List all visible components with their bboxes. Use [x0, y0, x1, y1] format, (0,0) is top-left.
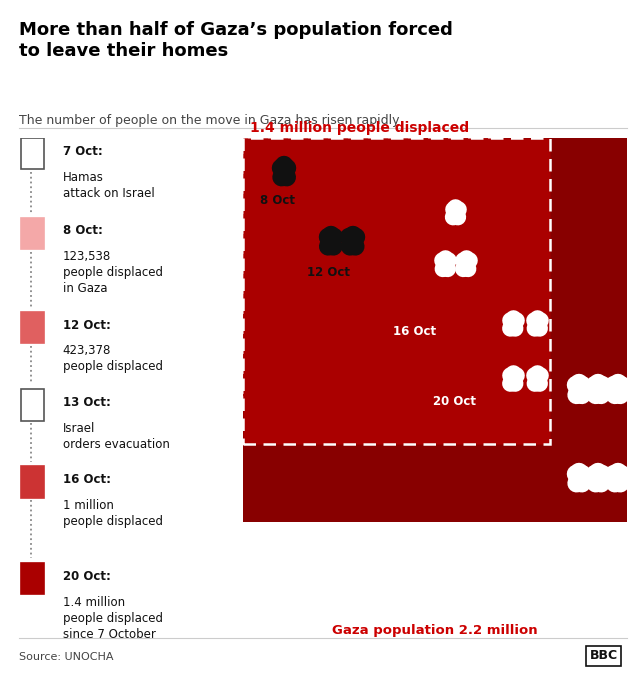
Bar	[243, 138, 412, 306]
Text: 16 Oct:: 16 Oct:	[63, 473, 111, 486]
Circle shape	[464, 254, 468, 258]
Circle shape	[454, 202, 458, 206]
Circle shape	[577, 466, 581, 471]
Circle shape	[536, 368, 539, 373]
Text: 20 Oct:: 20 Oct:	[63, 570, 111, 583]
Bar	[243, 138, 502, 397]
Bar	[21, 138, 44, 169]
Text: Source: UNOCHA: Source: UNOCHA	[19, 653, 114, 662]
Bar	[21, 466, 44, 498]
Text: 20 Oct: 20 Oct	[433, 395, 476, 408]
Text: Gaza population 2.2 million: Gaza population 2.2 million	[332, 624, 538, 638]
Bar	[21, 218, 44, 249]
Bar	[21, 389, 44, 420]
Text: 8 Oct:: 8 Oct:	[63, 224, 102, 237]
Bar	[243, 138, 334, 229]
Text: 8 Oct: 8 Oct	[260, 193, 294, 206]
Circle shape	[536, 313, 539, 318]
Text: Israel
orders evacuation: Israel orders evacuation	[63, 422, 170, 451]
Circle shape	[351, 230, 355, 235]
Circle shape	[577, 378, 581, 383]
Text: 1 million
people displaced: 1 million people displaced	[63, 499, 163, 528]
Circle shape	[329, 230, 333, 235]
Bar	[243, 138, 627, 522]
Text: 13 Oct:: 13 Oct:	[63, 396, 111, 409]
Text: Hamas
attack on Israel: Hamas attack on Israel	[63, 170, 154, 199]
Bar	[21, 563, 44, 594]
Text: 423,378
people displaced: 423,378 people displaced	[63, 344, 163, 373]
Text: 12 Oct:: 12 Oct:	[63, 319, 111, 332]
Text: 7 Oct:: 7 Oct:	[63, 145, 102, 158]
Text: 123,538
people displaced
in Gaza: 123,538 people displaced in Gaza	[63, 250, 163, 295]
Text: The number of people on the move in Gaza has risen rapidly: The number of people on the move in Gaza…	[19, 114, 400, 127]
Circle shape	[596, 466, 600, 471]
Text: 1.4 million people displaced: 1.4 million people displaced	[250, 121, 468, 135]
Circle shape	[616, 378, 620, 383]
Circle shape	[444, 254, 447, 258]
Text: 16 Oct: 16 Oct	[394, 325, 436, 338]
Circle shape	[616, 466, 620, 471]
Text: BBC: BBC	[589, 649, 618, 662]
Text: 1.4 million
people displaced
since 7 October: 1.4 million people displaced since 7 Oct…	[63, 595, 163, 640]
Circle shape	[511, 313, 515, 318]
Text: 12 Oct: 12 Oct	[307, 266, 350, 279]
Circle shape	[596, 378, 600, 383]
Bar	[243, 138, 550, 444]
Bar	[21, 312, 44, 344]
Circle shape	[511, 368, 515, 373]
Text: More than half of Gaza’s population forced
to leave their homes: More than half of Gaza’s population forc…	[19, 21, 453, 60]
Circle shape	[282, 160, 286, 166]
